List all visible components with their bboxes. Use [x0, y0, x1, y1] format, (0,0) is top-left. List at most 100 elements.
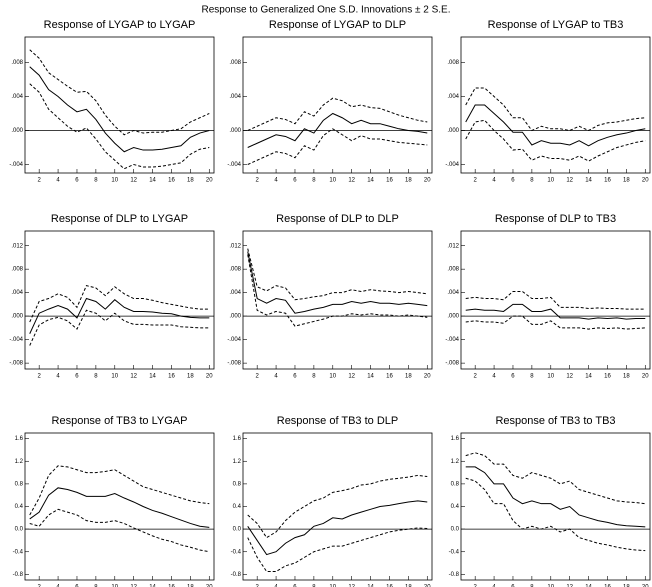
y-tick-label: .008 [229, 267, 241, 273]
x-tick-label: 2 [256, 585, 260, 587]
x-tick-label: 18 [623, 178, 630, 184]
plot-frame [460, 230, 651, 370]
chart-title: Response of LYGAP to TB3 [488, 19, 624, 31]
y-tick-label: 0.8 [451, 481, 460, 487]
band-line [29, 285, 210, 323]
plot-frame [460, 36, 651, 174]
x-tick-label: 16 [604, 374, 611, 380]
y-tick-label: -.004 [445, 162, 459, 168]
y-tick-label: -0.8 [13, 572, 24, 578]
band-line [29, 309, 210, 346]
x-tick-label: 8 [312, 585, 316, 587]
figure-title: Response to Generalized One S.D. Innovat… [202, 5, 451, 16]
x-tick-label: 4 [274, 178, 278, 184]
response-line [465, 104, 646, 147]
chart-title: Response of TB3 to LYGAP [52, 415, 188, 427]
x-tick-label: 4 [492, 178, 496, 184]
x-tick-label: 20 [424, 178, 431, 184]
y-tick-label: 1.2 [15, 459, 24, 465]
y-tick-label: -.004 [227, 337, 241, 343]
x-tick-label: 14 [585, 374, 592, 380]
band-line [29, 83, 210, 170]
band-line [29, 465, 210, 516]
x-tick-label: 10 [329, 585, 336, 587]
x-tick-label: 18 [623, 374, 630, 380]
y-tick-label: .004 [447, 290, 459, 296]
plot-frame [242, 230, 433, 370]
plot-frame [242, 432, 433, 581]
x-tick-label: 10 [329, 374, 336, 380]
x-tick-label: 20 [206, 178, 213, 184]
x-tick-label: 2 [474, 374, 478, 380]
x-tick-label: 20 [642, 374, 649, 380]
band-line [29, 508, 210, 553]
y-tick-label: -0.4 [231, 549, 242, 555]
chart-title: Response of DLP to DLP [276, 213, 399, 225]
y-tick-label: -0.4 [449, 549, 460, 555]
x-tick-label: 2 [38, 585, 42, 587]
y-tick-label: -0.8 [231, 572, 242, 578]
x-tick-label: 4 [492, 374, 496, 380]
x-tick-label: 12 [348, 178, 355, 184]
y-tick-label: .012 [11, 243, 23, 249]
response-line [247, 500, 428, 556]
x-tick-label: 10 [329, 178, 336, 184]
x-tick-label: 8 [530, 374, 534, 380]
x-tick-label: 4 [492, 585, 496, 587]
x-tick-label: 20 [642, 178, 649, 184]
y-tick-label: .008 [11, 267, 23, 273]
x-tick-label: 16 [168, 585, 175, 587]
band-line [465, 315, 646, 330]
x-tick-label: 20 [206, 374, 213, 380]
x-tick-label: 2 [256, 374, 260, 380]
y-tick-label: .000 [229, 128, 241, 134]
x-tick-label: 10 [547, 178, 554, 184]
x-tick-label: 10 [547, 585, 554, 587]
response-line [247, 251, 428, 314]
x-tick-label: 12 [566, 585, 573, 587]
x-tick-label: 14 [149, 374, 156, 380]
x-tick-label: 12 [130, 178, 137, 184]
x-tick-label: 14 [585, 585, 592, 587]
band-line [465, 290, 646, 310]
band-line [465, 119, 646, 162]
x-tick-label: 6 [511, 374, 515, 380]
x-tick-label: 12 [130, 374, 137, 380]
y-tick-label: 0.0 [451, 527, 460, 533]
x-tick-label: 8 [94, 374, 98, 380]
y-tick-label: 1.6 [15, 436, 24, 442]
x-tick-label: 2 [38, 178, 42, 184]
x-tick-label: 8 [94, 178, 98, 184]
x-tick-label: 14 [367, 585, 374, 587]
y-tick-label: .000 [447, 314, 459, 320]
x-tick-label: 12 [348, 374, 355, 380]
band-line [247, 254, 428, 327]
x-tick-label: 12 [348, 585, 355, 587]
x-tick-label: 16 [168, 374, 175, 380]
y-tick-label: 1.6 [451, 436, 460, 442]
y-tick-label: 1.2 [451, 459, 460, 465]
band-line [247, 97, 428, 131]
x-tick-label: 12 [566, 178, 573, 184]
band-line [465, 87, 646, 132]
x-tick-label: 16 [168, 178, 175, 184]
x-tick-label: 20 [642, 585, 649, 587]
x-tick-label: 4 [56, 178, 60, 184]
response-line [29, 66, 210, 153]
x-tick-label: 8 [312, 374, 316, 380]
x-tick-label: 16 [386, 374, 393, 380]
y-tick-label: .004 [11, 290, 23, 296]
x-tick-label: 6 [75, 585, 79, 587]
y-tick-label: -.008 [9, 361, 23, 367]
y-tick-label: 1.6 [233, 436, 242, 442]
band-line [247, 474, 428, 539]
y-tick-label: .004 [11, 94, 23, 100]
response-line [465, 466, 646, 528]
chart-title: Response of LYGAP to DLP [269, 19, 406, 31]
band-line [247, 248, 428, 301]
y-tick-label: .008 [11, 60, 23, 66]
x-tick-label: 10 [111, 585, 118, 587]
plot-frame [242, 36, 433, 174]
